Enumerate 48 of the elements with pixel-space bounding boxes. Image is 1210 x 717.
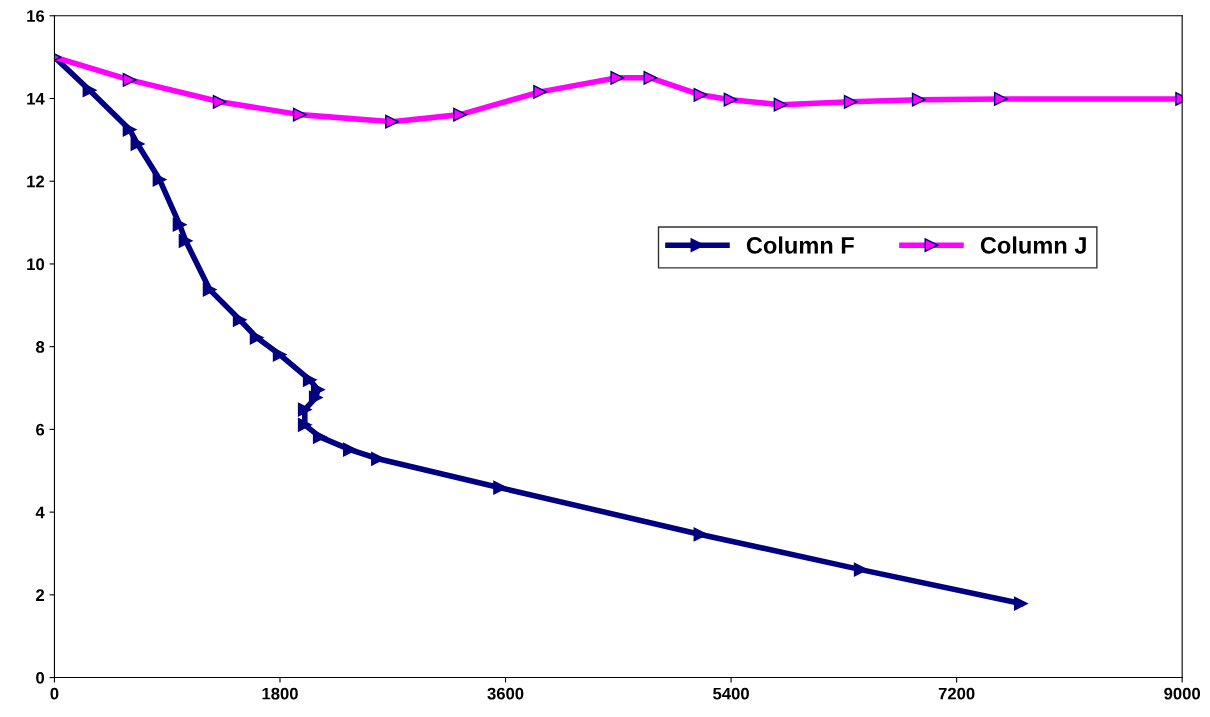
x-tick-label: 5400 xyxy=(713,687,749,700)
point xyxy=(1013,596,1028,611)
point xyxy=(693,527,708,542)
point xyxy=(302,372,317,387)
point xyxy=(272,347,287,362)
y-tick-label: 4 xyxy=(35,506,45,519)
point xyxy=(292,107,307,122)
point xyxy=(172,217,187,232)
point xyxy=(693,87,708,102)
x-tick-label: 0 xyxy=(50,687,59,700)
point xyxy=(312,429,327,444)
y-tick-label: 2 xyxy=(36,589,45,601)
x-tick-label: 7200 xyxy=(938,687,975,700)
y-tick-label: 0 xyxy=(36,671,45,684)
point xyxy=(152,172,167,187)
point xyxy=(993,91,1008,106)
point xyxy=(643,70,658,85)
x-tick-label: 9000 xyxy=(1164,687,1201,700)
point xyxy=(371,451,385,466)
point xyxy=(843,94,858,109)
point xyxy=(385,114,399,129)
y-tick-label: 16 xyxy=(27,10,45,22)
point xyxy=(853,562,868,577)
legend-label: Column J xyxy=(980,236,1086,254)
point xyxy=(911,92,926,107)
legend-label: Column F xyxy=(746,236,854,254)
point xyxy=(453,107,467,122)
point xyxy=(723,92,738,107)
y-tick-label: 8 xyxy=(35,341,45,353)
point xyxy=(130,137,145,151)
y-tick-label: 12 xyxy=(27,175,45,188)
point xyxy=(178,233,193,248)
y-tick-label: 6 xyxy=(36,423,45,436)
point xyxy=(342,442,357,457)
y-tick-label: 14 xyxy=(27,93,45,105)
point xyxy=(202,282,217,297)
point xyxy=(773,97,788,112)
point xyxy=(82,83,97,98)
point xyxy=(122,72,137,87)
point xyxy=(533,84,548,99)
point xyxy=(493,480,508,495)
point xyxy=(297,402,312,417)
x-tick-label: 1800 xyxy=(262,687,298,700)
point xyxy=(297,417,312,432)
y-tick-label: 10 xyxy=(27,258,45,271)
point xyxy=(610,70,625,85)
x-tick-label: 3600 xyxy=(487,687,524,700)
point xyxy=(212,94,227,109)
